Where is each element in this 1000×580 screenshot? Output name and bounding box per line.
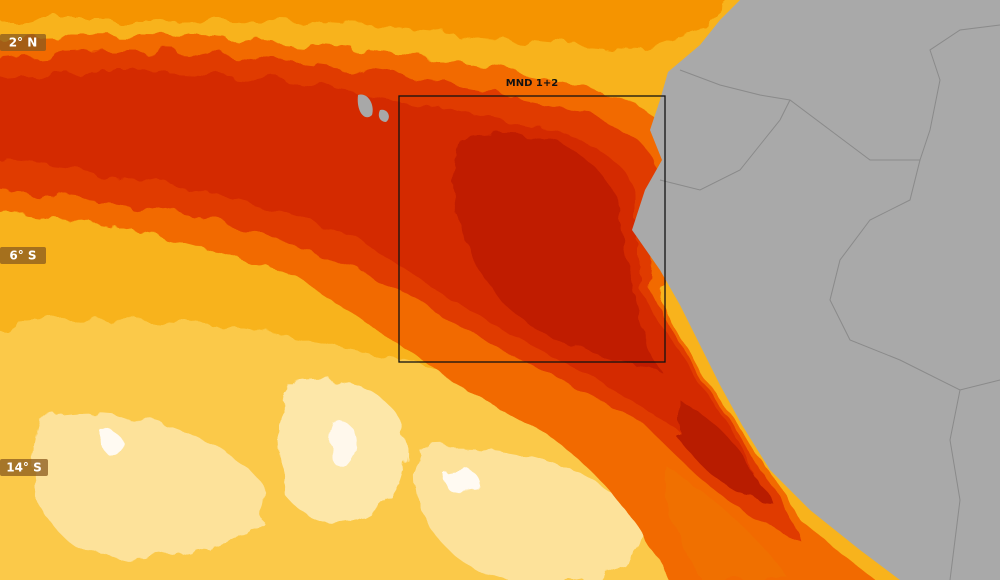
borders xyxy=(659,24,1000,580)
islands xyxy=(357,94,389,122)
latitude-label: 14° S xyxy=(6,461,42,475)
region-box-label: MND 1+2 xyxy=(506,78,558,89)
latitude-label-bg xyxy=(0,459,48,476)
latitude-label-bg xyxy=(0,34,46,51)
latitude-label: 6° S xyxy=(9,249,36,263)
latitude-label: 2° N xyxy=(9,36,38,50)
region-box xyxy=(398,95,666,363)
latitude-labels: 2° N 6° S 14° S xyxy=(0,34,48,476)
latitude-label-bg xyxy=(0,247,46,264)
land xyxy=(632,0,1000,580)
